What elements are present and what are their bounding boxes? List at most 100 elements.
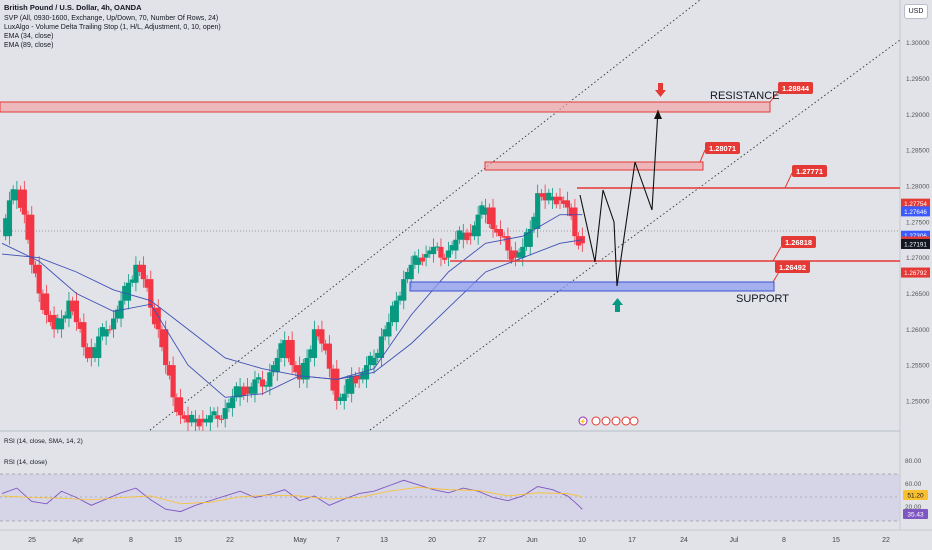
candle-body bbox=[282, 340, 288, 358]
candle-body bbox=[549, 196, 556, 201]
candle-body bbox=[58, 318, 65, 330]
x-tick-label: 27 bbox=[478, 537, 486, 544]
candle-body bbox=[509, 250, 515, 260]
x-tick-label: 13 bbox=[380, 537, 388, 544]
label-connector-126492 bbox=[772, 271, 780, 283]
candle-body bbox=[378, 336, 385, 358]
y-tick-label: 1.27000 bbox=[906, 255, 930, 262]
candle-body bbox=[468, 232, 474, 237]
label-126492-text: 1.26492 bbox=[779, 263, 806, 272]
candle-body bbox=[267, 372, 273, 387]
candle-body bbox=[185, 415, 191, 423]
indicator-svp[interactable]: SVP (All, 0930-1600, Exchange, Up/Down, … bbox=[4, 15, 219, 22]
candle-body bbox=[308, 349, 314, 358]
candle-body bbox=[129, 279, 135, 283]
channel-lower-line[interactable] bbox=[369, 39, 901, 431]
indicator-ema-89[interactable]: EMA (89, close) bbox=[4, 42, 54, 49]
rsi-pane[interactable]: RSI (14, close, SMA, 14, 2) RSI (14, clo… bbox=[0, 438, 928, 522]
projection-arrowhead bbox=[654, 110, 662, 119]
rsi-value-badge bbox=[903, 509, 928, 519]
candle-body bbox=[32, 264, 39, 274]
candle-body bbox=[330, 368, 336, 391]
candle-body bbox=[103, 329, 109, 337]
price-badge bbox=[901, 238, 930, 249]
candle-body bbox=[546, 192, 552, 201]
candle-body bbox=[449, 245, 455, 251]
label-127771[interactable]: 1.27771 bbox=[792, 165, 827, 177]
candle-body bbox=[390, 305, 396, 323]
candle-body bbox=[51, 314, 57, 330]
candle-body bbox=[166, 365, 172, 376]
label-127771-text: 1.27771 bbox=[796, 167, 823, 176]
rsi-tick-80: 80.00 bbox=[905, 458, 922, 465]
candle-body bbox=[293, 365, 299, 373]
top-zone[interactable] bbox=[484, 161, 704, 171]
candle-body bbox=[6, 200, 13, 237]
support-label: SUPPORT bbox=[736, 293, 789, 305]
candle-body bbox=[479, 205, 485, 215]
candle-body bbox=[430, 246, 437, 255]
rsi-title: RSI (14, close) bbox=[4, 459, 47, 466]
support-zone[interactable] bbox=[409, 281, 775, 292]
candle-body bbox=[319, 329, 325, 344]
candle-body bbox=[434, 246, 440, 248]
label-126492[interactable]: 1.26492 bbox=[775, 261, 810, 273]
rsi-subtitle: RSI (14, close, SMA, 14, 2) bbox=[4, 438, 83, 445]
candle-body bbox=[337, 397, 344, 401]
candle-body bbox=[62, 315, 68, 319]
candle-body bbox=[386, 322, 392, 337]
candle-body bbox=[84, 347, 91, 359]
rsi-line bbox=[1, 479, 583, 513]
label-connector-128071 bbox=[699, 149, 706, 163]
label-connector-128844 bbox=[769, 91, 779, 103]
rsi-sma-badge bbox=[903, 490, 928, 500]
x-tick-label: 17 bbox=[628, 537, 636, 544]
candle-body bbox=[81, 322, 87, 348]
indicator-ema-34[interactable]: EMA (34, close) bbox=[4, 33, 54, 40]
candle-body bbox=[174, 397, 180, 413]
label-126818[interactable]: 1.26818 bbox=[781, 236, 816, 248]
candle-body bbox=[3, 218, 9, 237]
candle-body bbox=[297, 365, 303, 380]
resistance-zone[interactable] bbox=[0, 101, 771, 113]
candle-body bbox=[73, 300, 79, 323]
candle-body bbox=[99, 327, 106, 337]
candle-body bbox=[144, 279, 150, 288]
candle-body bbox=[155, 307, 161, 330]
label-128071[interactable]: 1.28071 bbox=[705, 142, 740, 154]
candle-body bbox=[483, 207, 489, 215]
indicator-luxalgo[interactable]: LuxAlgo - Volume Delta Trailing Stop (1,… bbox=[4, 24, 221, 31]
x-tick-label: 8 bbox=[782, 537, 786, 544]
candle-body bbox=[531, 216, 537, 229]
candle-body bbox=[77, 322, 83, 329]
currency-button[interactable]: USD bbox=[904, 4, 928, 19]
label-128844[interactable]: 1.28844 bbox=[778, 82, 813, 94]
channel-upper-line[interactable] bbox=[149, 0, 701, 431]
candle-body bbox=[218, 418, 225, 420]
event-icons[interactable]: ⚡ bbox=[578, 416, 639, 426]
rsi-tick-20: 20.00 bbox=[905, 504, 922, 511]
candle-body bbox=[494, 229, 500, 233]
candle-body bbox=[230, 397, 236, 409]
y-tick-label: 1.30000 bbox=[906, 40, 930, 47]
candle-body bbox=[148, 279, 154, 308]
resistance-label: RESISTANCE bbox=[710, 90, 779, 102]
candle-body bbox=[345, 379, 351, 394]
candle-body bbox=[200, 418, 206, 423]
candle-body bbox=[70, 300, 76, 312]
rsi-sma-badge-text: 51.20 bbox=[907, 493, 924, 500]
candle-body bbox=[542, 193, 548, 201]
chart-title[interactable]: British Pound / U.S. Dollar, 4h, OANDA bbox=[4, 3, 142, 12]
candle-body bbox=[177, 397, 184, 416]
candle-body bbox=[557, 196, 563, 201]
candle-body bbox=[226, 402, 232, 409]
x-tick-label: Jun bbox=[526, 537, 537, 544]
candle-body bbox=[404, 271, 411, 280]
projection-path[interactable] bbox=[579, 109, 659, 287]
candle-body bbox=[442, 257, 448, 260]
candle-body bbox=[438, 246, 444, 258]
candle-body bbox=[341, 393, 347, 401]
candle-body bbox=[278, 343, 284, 358]
candle-body bbox=[464, 232, 470, 241]
